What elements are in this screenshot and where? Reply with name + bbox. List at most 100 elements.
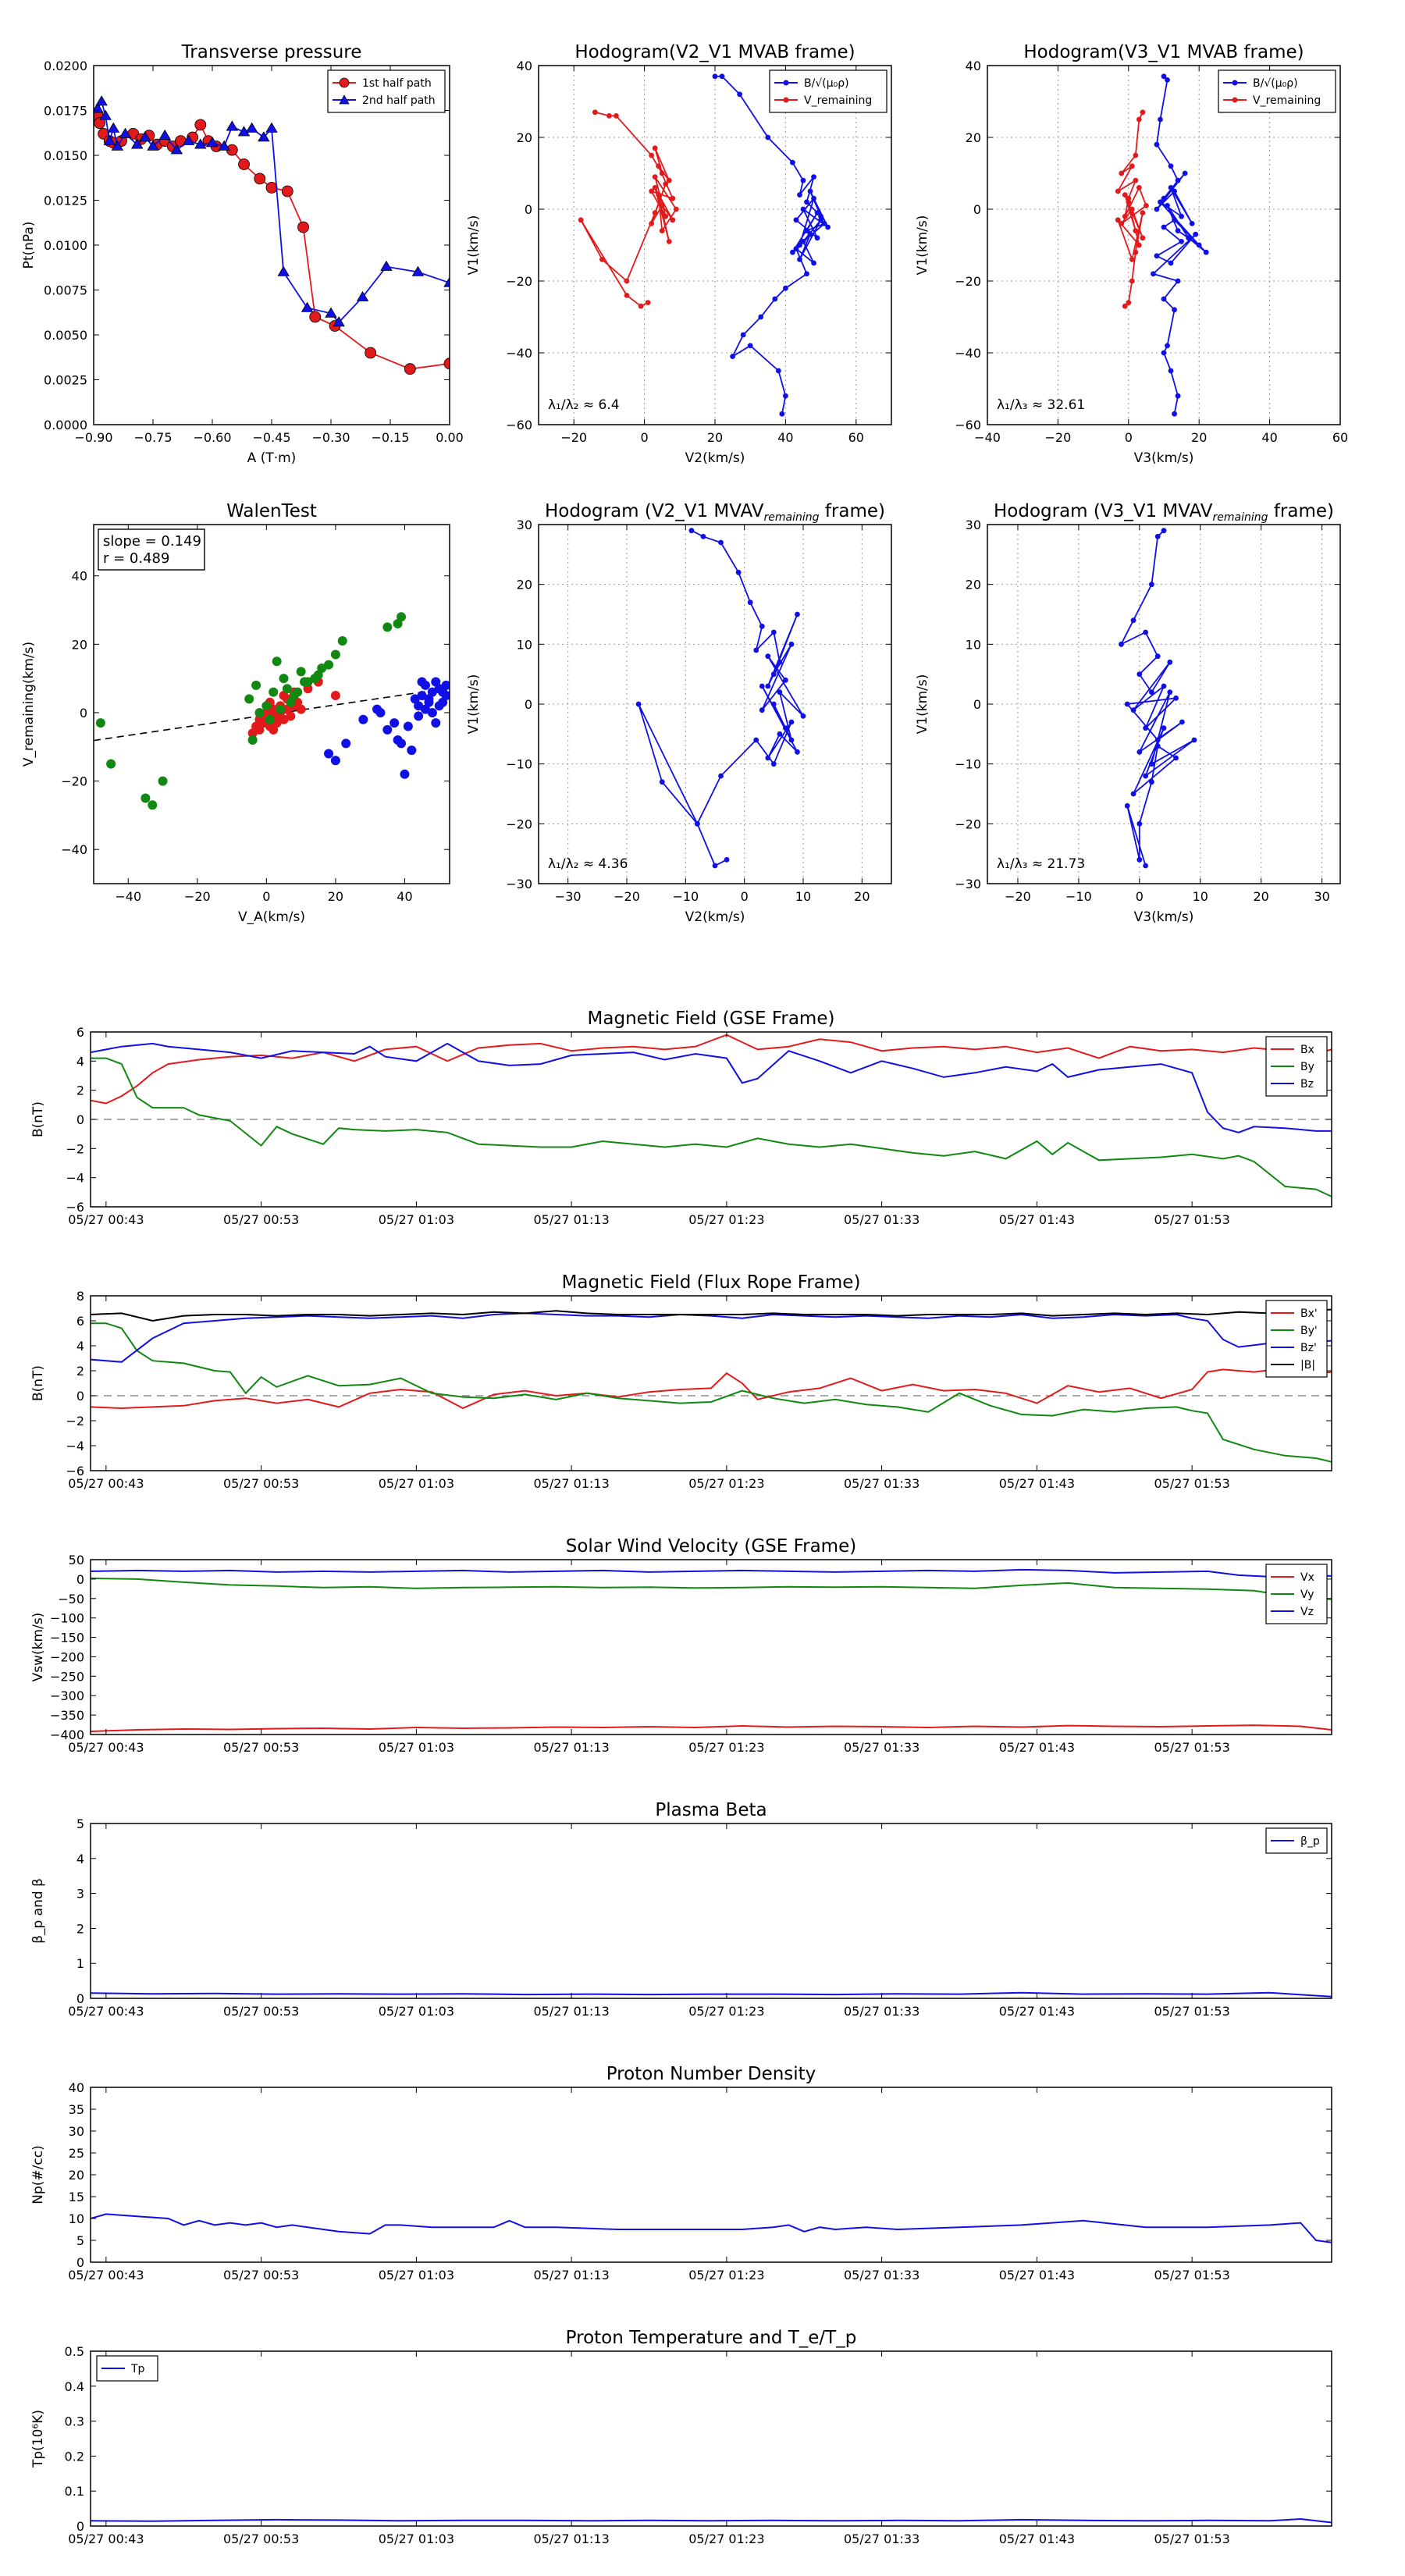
data-point [804, 228, 809, 233]
data-point [800, 713, 806, 719]
data-point [95, 95, 108, 106]
x-tick-label: 05/27 01:23 [688, 1740, 764, 1755]
data-point [1196, 242, 1202, 248]
data-point [1126, 300, 1132, 305]
data-point [148, 800, 158, 810]
data-point [434, 701, 444, 711]
data-point [330, 691, 340, 701]
data-point [1136, 185, 1142, 190]
data-point [649, 188, 655, 194]
data-point [1165, 343, 1170, 349]
y-tick-label: −40 [955, 346, 981, 361]
data-point [606, 113, 612, 119]
x-tick-label: 30 [1314, 889, 1329, 904]
data-point [670, 195, 676, 201]
y-tick-label: 30 [517, 518, 532, 532]
data-point [765, 134, 771, 141]
x-tick-label: 20 [854, 889, 870, 904]
data-point [783, 393, 788, 399]
data-point [724, 856, 730, 863]
data-point [811, 195, 816, 201]
y-tick-label: −10 [506, 757, 532, 772]
data-point [790, 249, 795, 255]
y-axis-label: B(nT) [30, 1365, 46, 1401]
legend-label: Vx [1300, 1571, 1314, 1584]
y-tick-label: −50 [58, 1592, 84, 1606]
data-point [758, 314, 764, 320]
y-tick-label: 0.0000 [44, 418, 87, 432]
data-point [779, 411, 785, 417]
x-tick-label: 05/27 01:03 [379, 2004, 454, 2019]
chart-title: Proton Number Density [606, 2064, 816, 2084]
plot-frame [90, 1559, 1332, 1735]
data-point [407, 745, 417, 756]
y-tick-label: 20 [72, 637, 87, 652]
y-tick-label: −4 [66, 1439, 84, 1453]
x-tick-label: 40 [397, 889, 412, 904]
y-tick-label: −30 [506, 877, 532, 891]
data-point [1124, 802, 1130, 809]
data-point [417, 691, 427, 701]
data-point [740, 332, 746, 338]
x-tick-label: 20 [1191, 430, 1207, 445]
x-tick-label: 40 [777, 430, 793, 445]
y-tick-label: 20 [69, 2168, 84, 2183]
x-tick-label: −0.75 [133, 430, 172, 445]
data-point [652, 185, 658, 190]
data-point [1143, 629, 1149, 635]
eigenvalue-ratio-label: λ₁/λ₂ ≈ 4.36 [548, 856, 628, 872]
series-line-vz [91, 1568, 1332, 1578]
y-tick-label: 20 [517, 578, 532, 592]
plot-frame [987, 65, 1341, 425]
stats-box [98, 528, 205, 571]
legend-label: By' [1300, 1325, 1318, 1337]
data-point [666, 239, 672, 244]
legend: 1st half path 2nd half path [327, 69, 446, 113]
data-point [330, 756, 340, 766]
data-point [770, 629, 777, 635]
data-point [730, 354, 735, 359]
series-line-by [91, 1057, 1332, 1197]
stats-text: r = 0.489 [103, 550, 169, 567]
x-tick-label: 05/27 00:43 [68, 2268, 144, 2282]
legend-label: |B| [1300, 1359, 1315, 1372]
data-point [1122, 303, 1128, 309]
x-tick-label: 05/27 01:03 [379, 2532, 454, 2546]
data-point [265, 122, 278, 133]
x-tick-label: 05/27 00:43 [68, 1212, 144, 1227]
chart-hodogram-v2-v1-mvab: −20 0 20 40 60 −60 −40 −20 0 20 40 Hodogram(V2_V1 M… [466, 42, 892, 466]
data-point [218, 140, 230, 151]
data-point [1175, 393, 1181, 399]
data-point [1165, 77, 1170, 83]
plot-content [91, 1308, 1332, 1463]
y-tick-label: 0.0125 [44, 194, 87, 208]
data-point [1136, 671, 1143, 678]
y-tick-label: −150 [50, 1631, 84, 1646]
x-tick-label: 05/27 01:23 [688, 2268, 764, 2282]
y-tick-label: 0 [973, 202, 981, 217]
y-tick-label: 0.0050 [44, 328, 87, 343]
x-tick-label: −10 [1065, 889, 1092, 904]
x-tick-label: 05/27 00:43 [68, 1476, 144, 1491]
data-point [1144, 203, 1149, 208]
y-tick-label: −40 [506, 346, 532, 361]
data-point [656, 163, 662, 169]
x-tick-label: 05/27 01:53 [1154, 2004, 1229, 2019]
data-point [770, 761, 777, 767]
y-tick-label: −30 [955, 877, 981, 891]
legend: Vx Vy Vz [1265, 1564, 1328, 1624]
data-point [382, 724, 393, 735]
data-point [330, 649, 340, 660]
data-point [783, 725, 788, 731]
x-tick-label: −20 [560, 430, 587, 445]
data-point [443, 358, 450, 370]
x-axis-label: V3(km/s) [1134, 450, 1194, 466]
data-point [1175, 177, 1181, 183]
data-point [254, 707, 265, 717]
chart-magnetic-field-flux-rope: 05/27 00:43 05/27 00:53 05/27 01:03 05/27 0… [30, 1272, 1332, 1491]
chart-title: Hodogram (V2_V1 MVAVremaining frame) [545, 501, 885, 524]
plot-frame [93, 524, 450, 884]
x-axis-label: V2(km/s) [685, 450, 745, 466]
legend-box [327, 69, 446, 113]
chart-hodogram-v2-v1-mvav: −30 −20 −10 0 10 20 −30 −20 −10 0 10 20 30 Hodogram (… [466, 501, 892, 925]
